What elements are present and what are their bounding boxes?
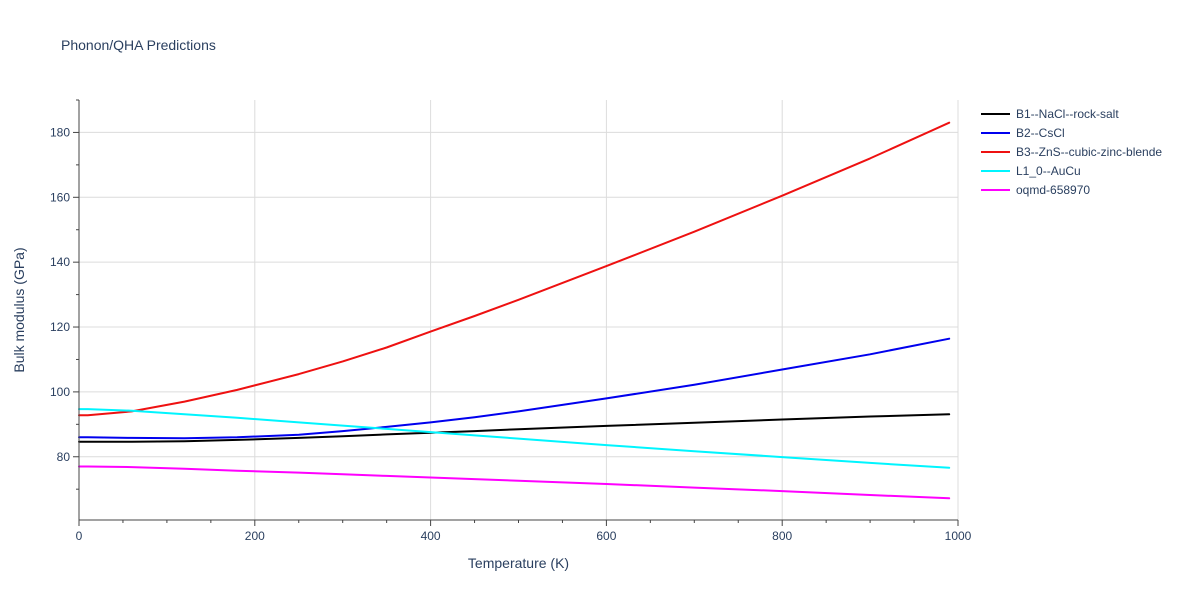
legend-label: B2--CsCl xyxy=(1016,126,1065,140)
grid-layer xyxy=(79,100,959,520)
series-layer xyxy=(78,121,951,500)
legend-item-1[interactable]: B1--NaCl--rock-salt xyxy=(981,107,1119,121)
legend-label: L1_0--AuCu xyxy=(1016,164,1081,178)
legend[interactable]: B1--NaCl--rock-salt B2--CsCl B3--ZnS--cubi… xyxy=(981,107,1162,197)
y-tick-label: 100 xyxy=(50,385,70,399)
x-tick-label: 1000 xyxy=(945,529,972,543)
y-axis-title: Bulk modulus (GPa) xyxy=(11,247,27,372)
legend-label: B1--NaCl--rock-salt xyxy=(1016,107,1119,121)
x-tick-label: 400 xyxy=(421,529,441,543)
x-tick-label: 800 xyxy=(772,529,792,543)
chart-title: Phonon/QHA Predictions xyxy=(61,37,216,53)
series-line-4 xyxy=(78,408,951,469)
legend-item-3[interactable]: B3--ZnS--cubic-zinc-blende xyxy=(981,145,1162,159)
legend-item-4[interactable]: L1_0--AuCu xyxy=(981,164,1081,178)
x-tick-label: 200 xyxy=(245,529,265,543)
x-axis-title: Temperature (K) xyxy=(468,555,569,571)
legend-label: oqmd-658970 xyxy=(1016,183,1090,197)
y-tick-label: 80 xyxy=(57,450,71,464)
series-line-3 xyxy=(78,121,951,417)
ticks-layer: 80 100 120 140 160 180 0 200 400 600 800 1000 xyxy=(50,99,972,543)
legend-item-5[interactable]: oqmd-658970 xyxy=(981,183,1090,197)
x-tick-label: 0 xyxy=(76,529,83,543)
y-tick-label: 160 xyxy=(50,190,70,204)
y-tick-label: 140 xyxy=(50,255,70,269)
series-line-1 xyxy=(78,413,951,443)
y-tick-label: 120 xyxy=(50,320,70,334)
series-line-2 xyxy=(78,337,951,440)
legend-item-2[interactable]: B2--CsCl xyxy=(981,126,1065,140)
series-line-5 xyxy=(78,465,951,500)
y-tick-label: 180 xyxy=(50,125,70,139)
x-tick-label: 600 xyxy=(596,529,616,543)
legend-label: B3--ZnS--cubic-zinc-blende xyxy=(1016,145,1162,159)
